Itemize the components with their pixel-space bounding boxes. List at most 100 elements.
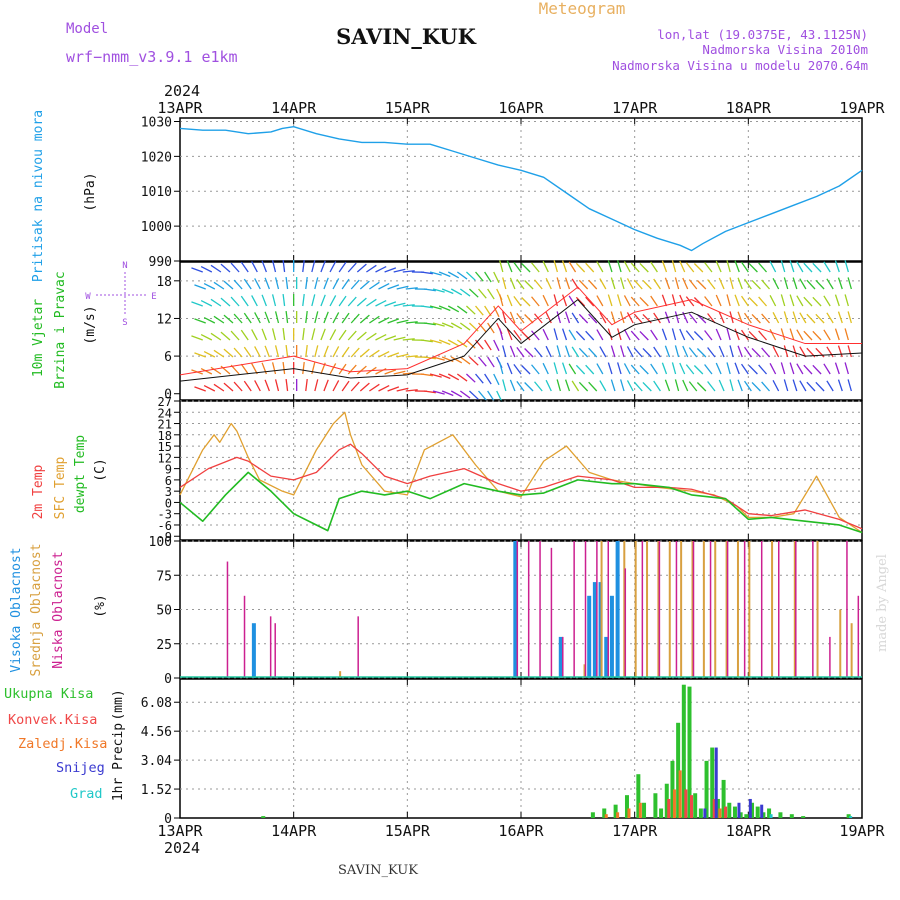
wind-barb	[571, 380, 580, 392]
wind-barb	[726, 328, 731, 341]
precip-bar	[590, 812, 595, 818]
wind-barb	[329, 261, 337, 273]
wind-barb	[459, 356, 471, 365]
precip-bar	[738, 812, 743, 818]
wind-barb	[610, 277, 616, 290]
cloud-bar	[857, 595, 860, 678]
cloud-bar	[592, 582, 597, 678]
wind-barb	[251, 295, 258, 307]
wind-barb	[674, 311, 680, 324]
station-title: SAVIN_KUK	[336, 24, 477, 49]
wind-barb	[679, 294, 686, 307]
wind-barb	[285, 311, 289, 324]
model-label: Model	[66, 21, 108, 37]
cloud-bar	[226, 561, 229, 678]
wind-barb	[650, 295, 658, 307]
cloud-bar	[623, 541, 626, 678]
wind-barb	[534, 313, 543, 324]
precip-bar	[670, 760, 675, 818]
wind-barb	[630, 364, 640, 375]
wind-barb	[513, 329, 522, 341]
cloud-bar	[513, 541, 518, 678]
wind-barb	[264, 345, 270, 358]
precip-bar	[653, 793, 658, 818]
wind-barb	[465, 271, 476, 281]
wind-barb	[459, 322, 471, 331]
wind-barb	[780, 294, 786, 307]
wind-barb	[375, 367, 387, 375]
precip-bar	[613, 804, 618, 818]
wind-barb	[617, 260, 622, 273]
wind-barb	[844, 260, 849, 273]
wind-barb	[366, 298, 377, 307]
wind-barb	[456, 373, 468, 382]
wind-barb	[524, 348, 534, 358]
wind-barb	[423, 322, 436, 326]
wind-barb	[350, 381, 360, 392]
precip-bar	[698, 808, 703, 818]
wind-barb	[240, 261, 249, 273]
wind-barb	[847, 345, 852, 358]
precip-bar	[714, 747, 718, 818]
wind-barb	[347, 262, 357, 273]
wind-barb	[844, 294, 849, 307]
wind-barb	[447, 373, 460, 381]
wind-barb	[556, 311, 561, 324]
wind-barb	[630, 330, 640, 341]
y-tick-label: 50	[156, 604, 172, 619]
wind-barb	[803, 330, 813, 341]
wind-barb	[384, 335, 397, 341]
wind-barb	[450, 288, 463, 296]
wind-barb	[393, 268, 406, 273]
precip-bar	[627, 808, 631, 818]
wind-barb	[812, 296, 822, 307]
wind-barb	[441, 390, 454, 397]
y-tick-label: 0	[164, 672, 172, 687]
wind-barb	[607, 260, 613, 273]
wind-barb	[396, 319, 409, 324]
elevation-label: Nadmorska Visina 2010m	[702, 42, 868, 57]
wind-barb	[359, 314, 370, 324]
wind-barb	[534, 347, 543, 358]
wind-barb	[545, 277, 552, 290]
wind-barb	[575, 330, 586, 341]
wind-barb	[588, 279, 598, 290]
wind-barb	[493, 271, 500, 284]
wind-barb	[585, 364, 595, 375]
cloud-bar	[584, 541, 587, 678]
wind-barb	[685, 262, 695, 273]
cloud-bar	[839, 609, 842, 678]
wind-barb	[806, 381, 816, 392]
cloud-bar	[691, 541, 694, 678]
wind-barb	[332, 312, 340, 324]
wind-barb	[420, 339, 433, 343]
wind-barb	[653, 312, 661, 324]
wind-barb	[450, 322, 463, 330]
wind-barb	[261, 328, 267, 341]
wind-barb	[751, 347, 761, 358]
wind-barb	[545, 379, 552, 392]
wind-barb	[664, 345, 671, 358]
wind-barb	[254, 312, 261, 324]
wind-barb	[564, 277, 571, 290]
wind-barb	[191, 335, 203, 341]
wind-barb	[553, 294, 558, 307]
wind-barb	[200, 299, 213, 307]
wind-barb	[502, 345, 507, 358]
wind-barb	[478, 322, 487, 333]
wind-barb	[378, 350, 390, 358]
wind-barb	[734, 362, 740, 375]
wind-barb	[509, 345, 516, 358]
wind-barb	[223, 314, 234, 324]
wind-barb	[203, 282, 216, 290]
cloud-bar	[624, 568, 627, 678]
wind-barb	[620, 345, 625, 358]
y-tick-label: 0	[164, 388, 172, 403]
wind-barb	[599, 380, 607, 392]
wind-barb	[323, 277, 329, 290]
wind-barb	[274, 345, 280, 358]
wind-barb	[734, 328, 740, 341]
wind-barb	[740, 295, 749, 307]
wind-barb	[707, 381, 716, 392]
